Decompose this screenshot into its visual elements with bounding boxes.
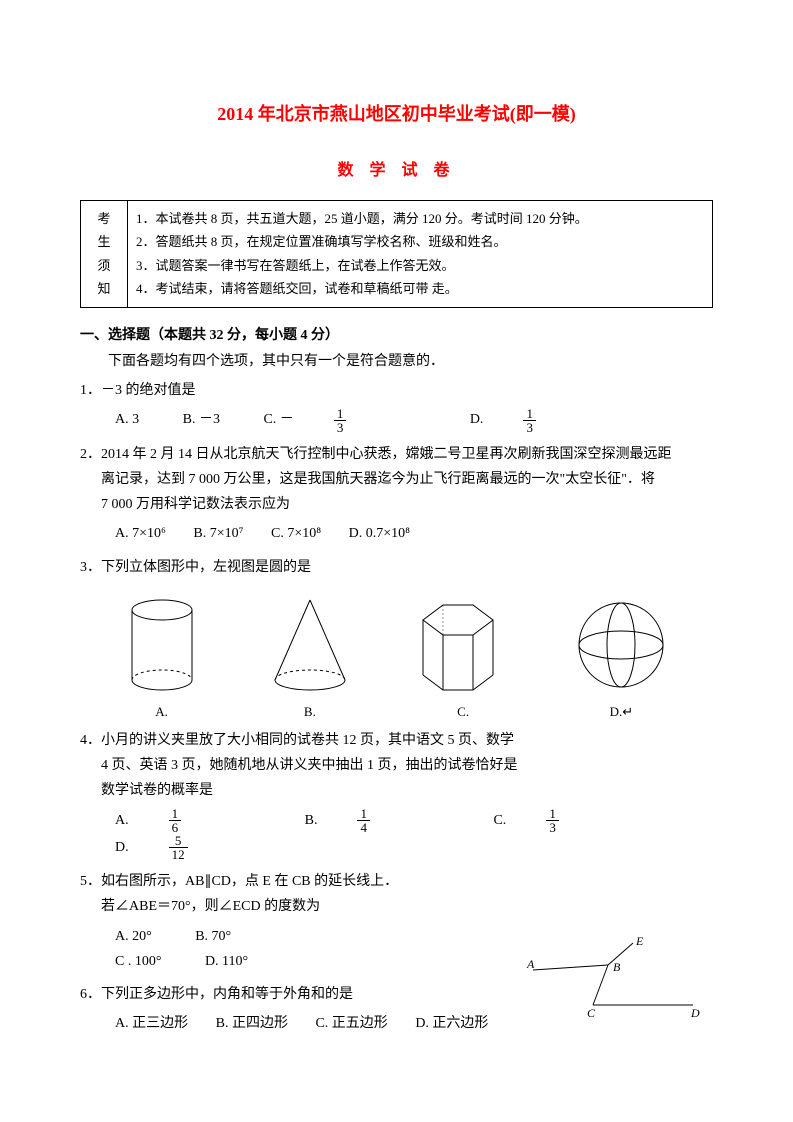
q4-d-num: 5 [169, 834, 188, 848]
q5-options: A. 20° B. 70° C . 100° D. 110° [115, 924, 495, 974]
q5: 5．如右图所示，AB∥CD，点 E 在 CB 的延长线上． 若∠ABE＝70°，… [80, 869, 460, 919]
q4-line1: 4．小月的讲义夹里放了大小相同的试卷共 12 页，其中语文 5 页、数学 [80, 728, 713, 753]
q6-opt-c: C. 正五边形 [315, 1011, 387, 1036]
q4-d-prefix: D. [115, 835, 129, 860]
q1-d-prefix: D. [470, 407, 484, 432]
q4-c-den: 3 [546, 821, 559, 834]
q1-opt-d: D. 13 [470, 407, 616, 434]
q5-label-a: A [526, 957, 535, 971]
q6-opt-a: A. 正三边形 [115, 1011, 188, 1036]
q4-opt-c: C. 13 [493, 807, 638, 834]
q4-line3: 数学试卷的概率是 [80, 778, 713, 803]
q2-opt-c: C. 7×10⁸ [271, 521, 321, 546]
q2-line2: 离记录，达到 7 000 万公里，这是我国航天器迄今为止飞行距离最远的一次"太空… [80, 467, 713, 492]
q4-d-den: 12 [169, 848, 188, 861]
q5-label-b: B [613, 960, 621, 974]
notice-line-4: 4．考试结束，请将答题纸交回，试卷和草稿纸可带 走。 [136, 277, 704, 300]
section1-note: 下面各题均有四个选项，其中只有一个是符合题意的． [80, 350, 713, 370]
notice-line-3: 3．试题答案一律书写在答题纸上，在试卷上作答无效。 [136, 254, 704, 277]
q2-opt-b: B. 7×10⁷ [193, 521, 243, 546]
hexagonal-prism-icon [418, 590, 508, 695]
q3-label-b: B. [265, 704, 355, 720]
q1-opt-c: C. － 13 [263, 407, 426, 434]
q1-c-den: 3 [334, 421, 347, 434]
cylinder-icon [122, 595, 202, 695]
q2-opt-d: D. 0.7×10⁸ [349, 521, 410, 546]
q1-d-num: 1 [523, 407, 536, 421]
q3-label-c: C. [418, 704, 508, 720]
q4: 4．小月的讲义夹里放了大小相同的试卷共 12 页，其中语文 5 页、数学 4 页… [80, 728, 713, 804]
q1-opt-b: B. －3 [183, 407, 220, 432]
q3-shape-b: B. [265, 595, 355, 720]
q6-opt-d: D. 正六边形 [415, 1011, 488, 1036]
q4-c-prefix: C. [493, 808, 506, 833]
q5-opt-d: D. 110° [205, 949, 248, 974]
q5-label-e: E [635, 935, 644, 948]
q3-shapes-row: A. B. C. [80, 590, 713, 720]
section1-header-text: 一、选择题（本题共 32 分，每小题 4 分） [80, 328, 339, 343]
q3-shape-d: D.↵ [571, 595, 671, 720]
notice-table: 考生须知 1．本试卷共 8 页，共五道大题，25 道小题，满分 120 分。考试… [80, 200, 713, 308]
q4-b-frac: 14 [357, 807, 410, 834]
q4-options: A. 16 B. 14 C. 13 D. 512 [115, 807, 713, 861]
q1-d-den: 3 [523, 421, 536, 434]
page-title: 2014 年北京市燕山地区初中毕业考试(即一模) [80, 100, 713, 126]
q5-opt-b: B. 70° [195, 924, 231, 949]
q5-label-d: D [690, 1006, 700, 1020]
q3-shape-c: C. [418, 590, 508, 720]
q4-a-num: 1 [169, 807, 182, 821]
q1-c-num: 1 [334, 407, 347, 421]
q2-options: A. 7×10⁶ B. 7×10⁷ C. 7×10⁸ D. 0.7×10⁸ [115, 521, 713, 546]
q5-opt-c: C . 100° [115, 949, 161, 974]
q2-line1: 2．2014 年 2 月 14 日从北京航天飞行控制中心获悉，嫦娥二号卫星再次刷… [80, 442, 713, 467]
sphere-icon [571, 595, 671, 695]
notice-body: 1．本试卷共 8 页，共五道大题，25 道小题，满分 120 分。考试时间 12… [128, 201, 713, 308]
q5-line2: 若∠ABE＝70°，则∠ECD 的度数为 [80, 894, 460, 919]
q4-b-prefix: B. [305, 808, 318, 833]
page-subtitle: 数 学 试 卷 [80, 156, 713, 180]
q4-a-frac: 16 [169, 807, 222, 834]
exam-page: 2014 年北京市燕山地区初中毕业考试(即一模) 数 学 试 卷 考生须知 1．… [0, 0, 793, 1122]
q4-c-num: 1 [546, 807, 559, 821]
q3-text: 3．下列立体图形中，左视图是圆的是 [80, 555, 713, 580]
q4-d-frac: 512 [169, 834, 228, 861]
q1-opt-a: A. 3 [115, 407, 139, 432]
q4-line2: 4 页、英语 3 页，她随机地从讲义夹中抽出 1 页，抽出的试卷恰好是 [80, 753, 713, 778]
q1-text: 1．－3 的绝对值是 [80, 378, 713, 403]
q5-geometry-figure: A E B C D [523, 935, 703, 1025]
q6-opt-b: B. 正四边形 [216, 1011, 288, 1036]
q5-label-c: C [587, 1006, 596, 1020]
q1-c-prefix: C. － [263, 407, 293, 432]
q3-label-d: D.↵ [571, 704, 671, 720]
notice-left-label: 考生须知 [81, 201, 128, 308]
q1-d-frac: 13 [523, 407, 576, 434]
q2-line3: 7 000 万用科学记数法表示应为 [80, 492, 713, 517]
q1-options: A. 3 B. －3 C. －13 D. 13 [115, 407, 713, 434]
q4-opt-b: B. 14 [305, 807, 450, 834]
cone-icon [265, 595, 355, 695]
q4-opt-a: A. 16 [115, 807, 261, 834]
q3-label-a: A. [122, 704, 202, 720]
q4-a-prefix: A. [115, 808, 129, 833]
notice-line-1: 1．本试卷共 8 页，共五道大题，25 道小题，满分 120 分。考试时间 12… [136, 207, 704, 230]
q2-opt-a: A. 7×10⁶ [115, 521, 166, 546]
q4-c-frac: 13 [546, 807, 599, 834]
notice-line-2: 2．答题纸共 8 页，在规定位置准确填写学校名称、班级和姓名。 [136, 230, 704, 253]
q5-opt-a: A. 20° [115, 924, 152, 949]
q2: 2．2014 年 2 月 14 日从北京航天飞行控制中心获悉，嫦娥二号卫星再次刷… [80, 442, 713, 518]
section1-header: 一、选择题（本题共 32 分，每小题 4 分） [80, 324, 713, 344]
q4-b-num: 1 [357, 807, 370, 821]
q5-line1: 5．如右图所示，AB∥CD，点 E 在 CB 的延长线上． [80, 869, 460, 894]
q3-shape-a: A. [122, 595, 202, 720]
q4-b-den: 4 [357, 821, 370, 834]
q1-c-frac: 13 [334, 407, 387, 434]
q4-opt-d: D. 512 [115, 834, 268, 861]
